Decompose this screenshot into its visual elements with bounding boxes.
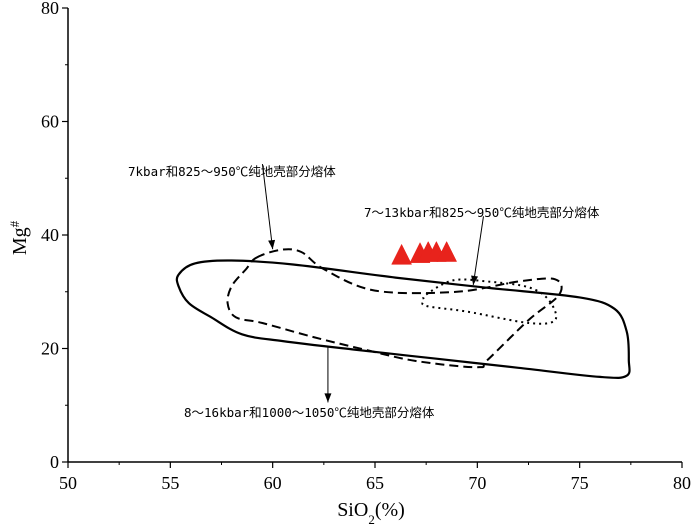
annotation-arrow-line [472, 216, 484, 286]
annotation-arrow-head [471, 275, 479, 285]
y-tick-label: 20 [41, 339, 59, 359]
axes-layer: 50 55 60 65 70 75 80 0 20 40 60 80 [41, 0, 691, 493]
y-tick-label: 40 [41, 225, 59, 245]
y-tick-label: 0 [50, 452, 59, 472]
annotation-arrow-head [324, 393, 332, 403]
x-tick-label: 50 [59, 473, 77, 493]
x-tick-label: 75 [571, 473, 589, 493]
y-tick-label: 60 [41, 112, 59, 132]
y-axis-title: Mg# [7, 220, 32, 255]
regions-layer [175, 248, 631, 379]
annotation-arrow-head [268, 239, 276, 250]
data-points-layer [391, 240, 458, 265]
annotation-label-8-16kbar: 8～16kbar和1000～1050℃纯地壳部分熔体 [184, 405, 435, 420]
annotation-arrows-layer [261, 164, 484, 403]
y-tick-label: 80 [41, 0, 59, 18]
annotation-arrow-line [261, 164, 274, 250]
x-axis-title: SiO2(%) [337, 499, 405, 527]
region-solid-8-16kbar [175, 259, 631, 379]
annotation-label-7-13kbar: 7～13kbar和825～950℃纯地壳部分熔体 [364, 205, 600, 220]
x-tick-label: 70 [468, 473, 486, 493]
x-tick-label: 55 [161, 473, 179, 493]
annotation-label-7kbar: 7kbar和825～950℃纯地壳部分熔体 [128, 164, 336, 179]
region-dotted-7-13kbar [421, 278, 558, 325]
data-point-triangle [391, 243, 413, 265]
x-tick-label: 60 [264, 473, 282, 493]
x-tick-label: 80 [673, 473, 691, 493]
x-tick-label: 65 [366, 473, 384, 493]
data-point-triangle [436, 240, 458, 262]
region-dashed-7kbar [226, 248, 563, 369]
